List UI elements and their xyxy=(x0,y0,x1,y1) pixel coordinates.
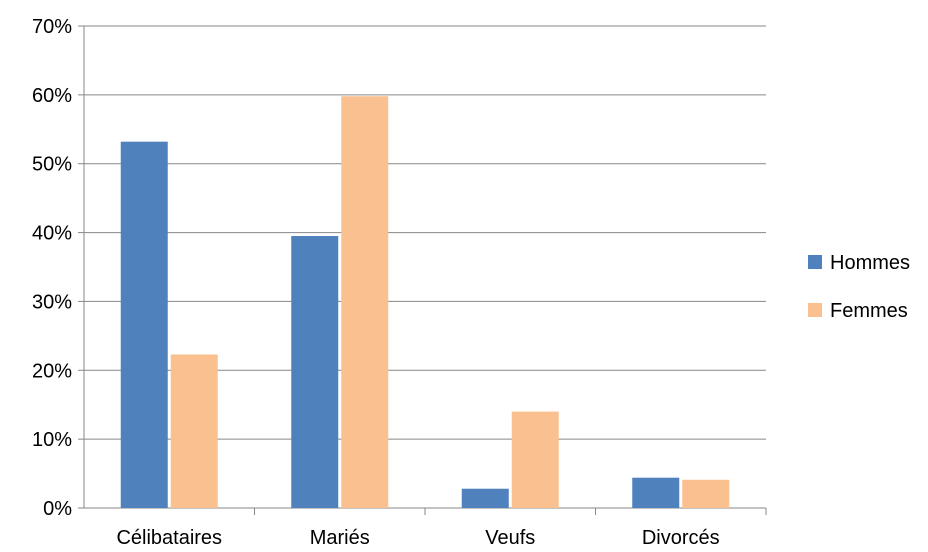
bar-hommes-1 xyxy=(291,236,339,508)
bar-femmes-0 xyxy=(170,354,218,508)
x-tick-label: Divorcés xyxy=(642,527,720,549)
legend-label: Femmes xyxy=(830,300,908,322)
x-tick-labels: Célibataires Mariés Veufs Divorcés xyxy=(116,527,719,549)
y-tick-labels: 0% 10% 20% 30% 40% 50% 60% 70% xyxy=(32,16,72,520)
legend: Hommes Femmes xyxy=(808,252,910,322)
y-tick-label: 20% xyxy=(32,360,72,382)
y-tick-label: 70% xyxy=(32,16,72,38)
x-tick-label: Veufs xyxy=(485,527,535,549)
x-tick-label: Célibataires xyxy=(116,527,222,549)
y-tick-label: 50% xyxy=(32,154,72,176)
bar-femmes-2 xyxy=(511,411,559,508)
y-tick-label: 10% xyxy=(32,429,72,451)
bar-hommes-3 xyxy=(632,477,680,508)
y-tick-label: 60% xyxy=(32,85,72,107)
bar-femmes-1 xyxy=(341,96,389,508)
legend-label: Hommes xyxy=(830,252,910,274)
x-tick-label: Mariés xyxy=(310,527,370,549)
bar-hommes-2 xyxy=(461,488,509,508)
legend-item-femmes: Femmes xyxy=(808,300,908,322)
bar-femmes-3 xyxy=(682,479,730,508)
legend-item-hommes: Hommes xyxy=(808,252,910,274)
legend-swatch xyxy=(808,303,822,317)
legend-swatch xyxy=(808,255,822,269)
bar-hommes-0 xyxy=(120,141,168,508)
y-tick-label: 40% xyxy=(32,223,72,245)
bars xyxy=(120,96,730,508)
y-tick-label: 0% xyxy=(43,498,72,520)
y-tick-label: 30% xyxy=(32,291,72,313)
